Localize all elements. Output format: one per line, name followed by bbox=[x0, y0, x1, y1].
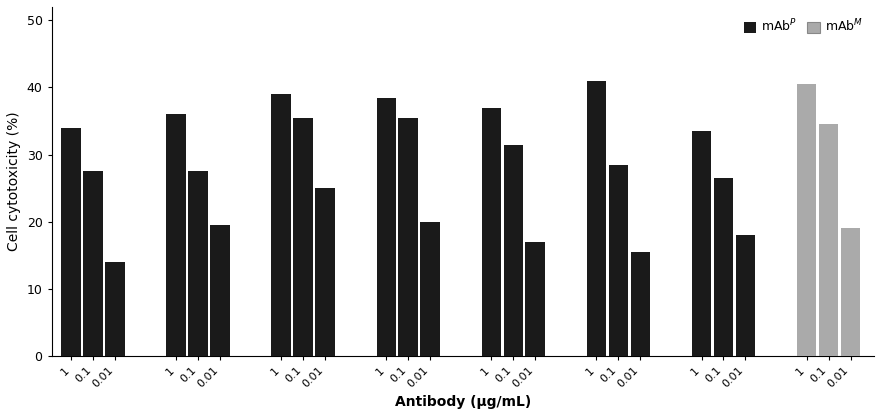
Bar bbox=[840, 228, 861, 356]
Bar bbox=[376, 98, 396, 356]
Bar bbox=[398, 118, 418, 356]
Bar bbox=[525, 242, 545, 356]
Bar bbox=[631, 252, 650, 356]
Bar bbox=[105, 262, 125, 356]
Bar bbox=[587, 81, 606, 356]
Bar bbox=[736, 235, 755, 356]
Bar bbox=[482, 108, 501, 356]
Bar bbox=[420, 222, 440, 356]
Bar bbox=[796, 84, 817, 356]
Bar bbox=[714, 178, 733, 356]
Bar bbox=[189, 171, 208, 356]
Bar bbox=[293, 118, 313, 356]
Bar bbox=[609, 165, 628, 356]
Y-axis label: Cell cytotoxicity (%): Cell cytotoxicity (%) bbox=[7, 111, 21, 251]
Bar bbox=[315, 188, 335, 356]
Bar bbox=[167, 114, 186, 356]
Bar bbox=[692, 131, 711, 356]
Bar bbox=[818, 124, 839, 356]
Bar bbox=[504, 144, 523, 356]
Bar bbox=[62, 128, 81, 356]
X-axis label: Antibody (μg/mL): Antibody (μg/mL) bbox=[395, 395, 531, 409]
Bar bbox=[211, 225, 230, 356]
Bar bbox=[271, 94, 291, 356]
Bar bbox=[84, 171, 103, 356]
Legend: mAb$^P$, mAb$^M$: mAb$^P$, mAb$^M$ bbox=[738, 13, 868, 40]
